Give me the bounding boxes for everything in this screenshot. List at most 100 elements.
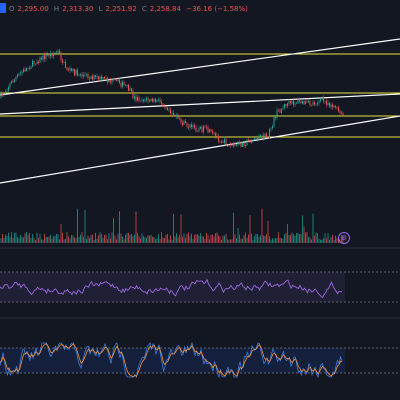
volume-bar [140, 238, 141, 243]
candle-body [215, 133, 216, 136]
candle-body [23, 69, 24, 73]
volume-bar [56, 233, 57, 243]
volume-bar [126, 233, 128, 243]
volume-bar [45, 236, 47, 243]
volume-bar [281, 238, 282, 243]
candle-body [209, 129, 210, 133]
volume-bar [87, 235, 89, 243]
candle-body [303, 100, 305, 104]
volume-bar [309, 237, 311, 243]
volume-bar [135, 211, 137, 243]
price-candles[interactable] [0, 48, 344, 149]
volume-bar [201, 236, 203, 243]
volume-bar [39, 233, 41, 243]
volume-bar [195, 234, 197, 243]
candle-body [26, 67, 27, 72]
candle-body [324, 100, 326, 102]
volume-bar [113, 218, 114, 243]
candle-body [122, 82, 123, 87]
indicator-settings-icon[interactable]: ⚙ [338, 232, 350, 244]
candle-body [51, 53, 53, 57]
candle-body [239, 142, 240, 143]
volume-bar [219, 236, 221, 243]
horizontal-levels[interactable] [0, 53, 400, 138]
trend-lines[interactable] [0, 38, 400, 184]
volume-bar [3, 238, 5, 243]
candle-body [278, 110, 279, 111]
candle-body [93, 75, 95, 80]
candle-body [272, 125, 273, 129]
candle-body [279, 110, 281, 113]
candle-body [266, 133, 267, 137]
trend-line[interactable] [0, 38, 400, 96]
candle-body [248, 139, 249, 141]
volume-bar [299, 234, 300, 243]
volume-bar [321, 239, 323, 243]
candle-body [258, 136, 260, 140]
candle-body [240, 142, 242, 147]
candle-body [30, 66, 32, 69]
volume-bar [74, 237, 75, 243]
volume-bar [165, 234, 167, 243]
stoch-d-line[interactable] [0, 343, 343, 377]
volume-bar [59, 239, 60, 243]
candle-body [54, 52, 56, 54]
volume-bar [35, 239, 36, 243]
volume-bar [50, 234, 51, 243]
candle-body [87, 74, 89, 78]
candle-body [224, 139, 225, 143]
candle-body [63, 61, 65, 63]
candle-body [282, 107, 284, 109]
candle-body [147, 98, 149, 101]
candle-body [275, 117, 276, 118]
volume-bar [215, 233, 216, 243]
trend-line[interactable] [0, 115, 400, 184]
candle-body [104, 76, 105, 79]
volume-bar [327, 233, 329, 243]
candle-body [236, 144, 237, 146]
candle-body [195, 127, 197, 131]
candle-body [5, 91, 6, 94]
candle-body [0, 93, 2, 98]
volume-bar [14, 232, 15, 243]
candle-body [83, 75, 84, 77]
volume-bar [272, 238, 273, 243]
candle-body [47, 54, 48, 56]
candle-body [8, 87, 9, 91]
candle-body [290, 101, 291, 104]
candle-body [62, 59, 63, 63]
candle-body [180, 118, 182, 123]
volume-bar [158, 233, 159, 243]
candle-body [131, 88, 132, 92]
candle-body [159, 99, 161, 102]
rsi-line[interactable] [0, 278, 342, 299]
candle-body [129, 88, 131, 91]
volume-bar [230, 239, 231, 243]
volume-bar [234, 234, 236, 243]
candle-body [35, 63, 36, 65]
candle-body [245, 145, 246, 146]
volume-bar [105, 234, 107, 243]
candle-body [317, 102, 318, 104]
candle-body [44, 55, 45, 60]
volume-bar [227, 239, 228, 243]
candle-body [144, 99, 146, 102]
candle-body [167, 107, 168, 111]
symbol-badge-icon[interactable] [0, 3, 6, 13]
stoch-k-line[interactable] [0, 341, 343, 379]
volume-bar [291, 232, 293, 243]
volume-bar [206, 232, 207, 243]
volume-bar [198, 235, 200, 243]
candle-body [281, 108, 282, 113]
trend-line[interactable] [0, 93, 400, 115]
volume-bar [81, 232, 83, 243]
volume-bar [114, 235, 116, 243]
candle-body [81, 74, 83, 77]
volume-bar [254, 236, 255, 243]
volume-bar [101, 234, 102, 243]
volume-bar [239, 234, 240, 243]
volume-bar [129, 234, 131, 243]
candle-body [308, 100, 309, 102]
candle-body [72, 68, 74, 71]
